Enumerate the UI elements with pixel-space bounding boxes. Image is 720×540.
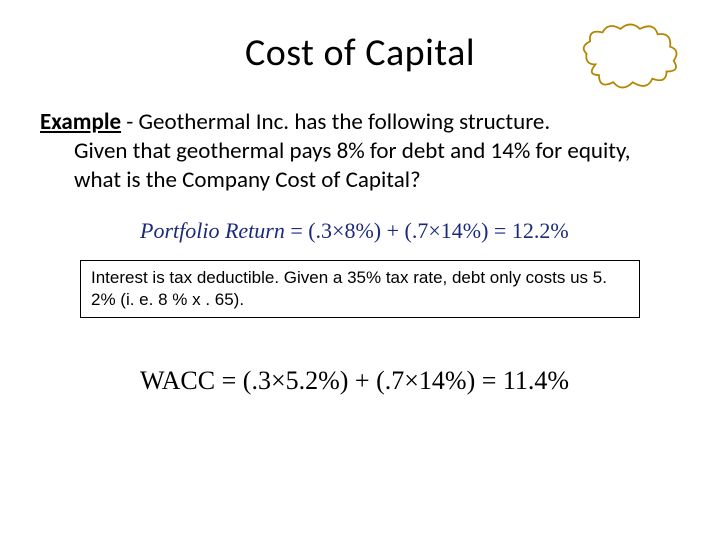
- portfolio-return-equation: Portfolio Return = (.3×8%) + (.7×14%) = …: [140, 218, 680, 244]
- wacc-label: WACC: [140, 366, 215, 395]
- wacc-math: = (.3×5.2%) + (.7×14%) = 11.4%: [215, 366, 569, 395]
- slide: Cost of Capital Example - Geothermal Inc…: [0, 0, 720, 540]
- tax-note-box: Interest is tax deductible. Given a 35% …: [80, 260, 640, 318]
- body-line-1: - Geothermal Inc. has the following stru…: [121, 108, 550, 136]
- wacc-equation: WACC = (.3×5.2%) + (.7×14%) = 11.4%: [140, 366, 680, 396]
- example-label: Example: [40, 108, 121, 136]
- portfolio-return-math: = (.3×8%) + (.7×14%) = 12.2%: [285, 218, 569, 243]
- portfolio-return-label: Portfolio Return: [140, 218, 285, 243]
- body-line-2: Given that geothermal pays 8% for debt a…: [40, 137, 670, 195]
- thought-cloud-icon: [576, 20, 686, 100]
- tax-note-text: Interest is tax deductible. Given a 35% …: [91, 268, 607, 309]
- example-paragraph: Example - Geothermal Inc. has the follow…: [40, 108, 670, 194]
